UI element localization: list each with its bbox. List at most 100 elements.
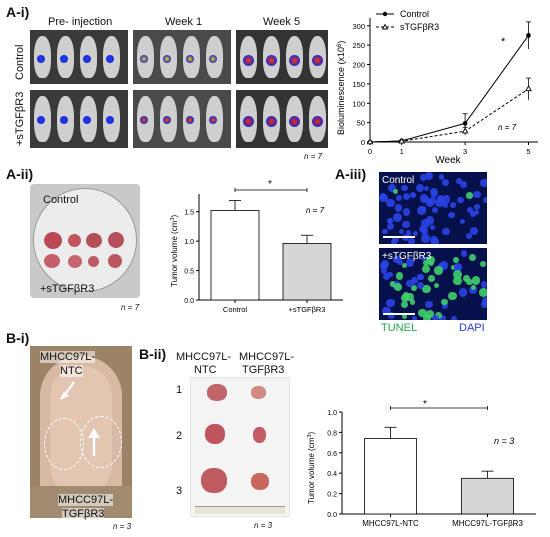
nucleus: [396, 259, 404, 266]
nucleus: [389, 281, 396, 287]
nucleus: [401, 184, 408, 192]
y-tick-label: 1.0: [327, 410, 337, 417]
nucleus: [430, 235, 439, 244]
nucleus: [419, 194, 429, 204]
x-tick-label: +sTGFβR3: [288, 305, 325, 314]
y-tick-label: 0.4: [327, 471, 337, 478]
biolum-xlabel: Week: [435, 155, 461, 166]
bar-1: [282, 243, 332, 301]
nucleus: [425, 300, 433, 309]
nucleus: [387, 183, 396, 192]
nucleus: [420, 218, 430, 228]
nucleus: [453, 270, 463, 279]
excised-row-2: 2: [176, 430, 183, 442]
ruler: [195, 506, 285, 514]
bioluminescence-signal: [140, 54, 148, 63]
nucleus: [382, 306, 391, 315]
mouse-thumbnail: [57, 96, 74, 142]
bioluminescence-signal: [312, 116, 323, 128]
mouse-thumbnail: [263, 36, 280, 78]
nucleus: [434, 198, 444, 208]
nucleus: [442, 227, 451, 236]
nucleus: [426, 198, 434, 207]
tumor-control-3: [86, 233, 102, 248]
nucleus: [481, 301, 487, 309]
nucleus: [411, 315, 418, 320]
tumor-volume-chart-a: 0.0 0.5 1.0 1.5 Control +sTGFβR3 Tumor volume…: [170, 179, 343, 314]
y-tick-label: 250: [352, 41, 365, 50]
bioluminescence-signal: [106, 54, 114, 63]
bar-a-ylabel: Tumor volume (cm3): [170, 215, 179, 287]
nucleus: [402, 208, 411, 217]
excised-tumor-photo: [190, 377, 290, 517]
nucleus: [457, 196, 464, 203]
nucleus: [396, 195, 403, 202]
y-tick-label: 100: [352, 99, 365, 108]
mouse-thumbnail: [183, 96, 200, 142]
bioluminescence-signal: [37, 116, 45, 125]
excised-row-3: 3: [176, 485, 183, 497]
arrow-tgfbr3: [88, 428, 100, 456]
nucleus: [411, 276, 419, 285]
y-tick-label: 200: [352, 61, 365, 70]
mouse-thumbnail: [286, 36, 303, 78]
nucleus: [456, 177, 462, 184]
y-tick-label: 0.0: [327, 512, 337, 519]
data-point: [366, 138, 374, 145]
x-tick-label: MHCC97L-NTC: [362, 519, 419, 528]
nucleus: [400, 294, 409, 303]
tumor-control-1: [44, 232, 62, 249]
mouse-thumbnail: [160, 36, 177, 78]
nucleus: [437, 194, 445, 202]
nucleus: [419, 173, 427, 182]
nucleus: [482, 196, 487, 204]
bar-0: [364, 438, 417, 515]
mouse-thumbnail: [57, 36, 74, 78]
nucleus: [469, 210, 476, 217]
nucleus: [405, 292, 414, 302]
biolum-legend: Control sTGFβR3: [376, 9, 439, 32]
nucleus: [394, 204, 403, 212]
nucleus: [441, 303, 449, 310]
nucleus: [468, 253, 476, 262]
mouse-label-ntc-1: MHCC97L-: [40, 351, 96, 363]
nucleus: [382, 272, 390, 280]
nucleus: [433, 283, 439, 289]
mouse-thumbnail: [206, 96, 223, 142]
nucleus: [387, 271, 393, 277]
nucleus: [381, 267, 388, 274]
nucleus: [401, 300, 409, 309]
bioluminescence-signal: [209, 54, 217, 63]
nucleus: [421, 234, 430, 243]
bioluminescence-signal: [312, 54, 323, 66]
bar-a-star: *: [268, 179, 272, 190]
nucleus: [480, 179, 487, 188]
nucleus: [448, 212, 455, 219]
mouse-thumbnail: [34, 36, 51, 78]
row-label-control: Control: [14, 44, 26, 80]
nucleus: [431, 207, 438, 214]
nucleus: [442, 202, 448, 208]
nucleus: [401, 220, 410, 229]
tumor-circle-right: [80, 416, 122, 468]
legend-marker-control: [382, 11, 388, 17]
bar-b-ylabel: Tumor volume (cm3): [307, 432, 316, 504]
nucleus: [460, 180, 468, 188]
nucleus: [438, 174, 445, 180]
nucleus: [398, 228, 404, 234]
nucleus: [379, 193, 388, 203]
nucleus: [418, 308, 427, 318]
nucleus: [422, 259, 430, 267]
nucleus: [422, 284, 432, 294]
y-tick-label: 300: [352, 22, 365, 31]
tumor-tgf-2: [253, 427, 266, 443]
nucleus: [460, 249, 468, 257]
x-tick-label: 0: [368, 147, 372, 156]
tunel-label-control: Control: [382, 175, 415, 186]
x-tick-label: 1: [400, 147, 404, 156]
tunel-label-treated: +sTGFβR3: [382, 251, 432, 262]
nucleus: [409, 299, 416, 306]
mouse-thumbnail: [309, 96, 326, 142]
y-tick-label: 50: [357, 119, 365, 128]
nucleus: [381, 228, 388, 235]
